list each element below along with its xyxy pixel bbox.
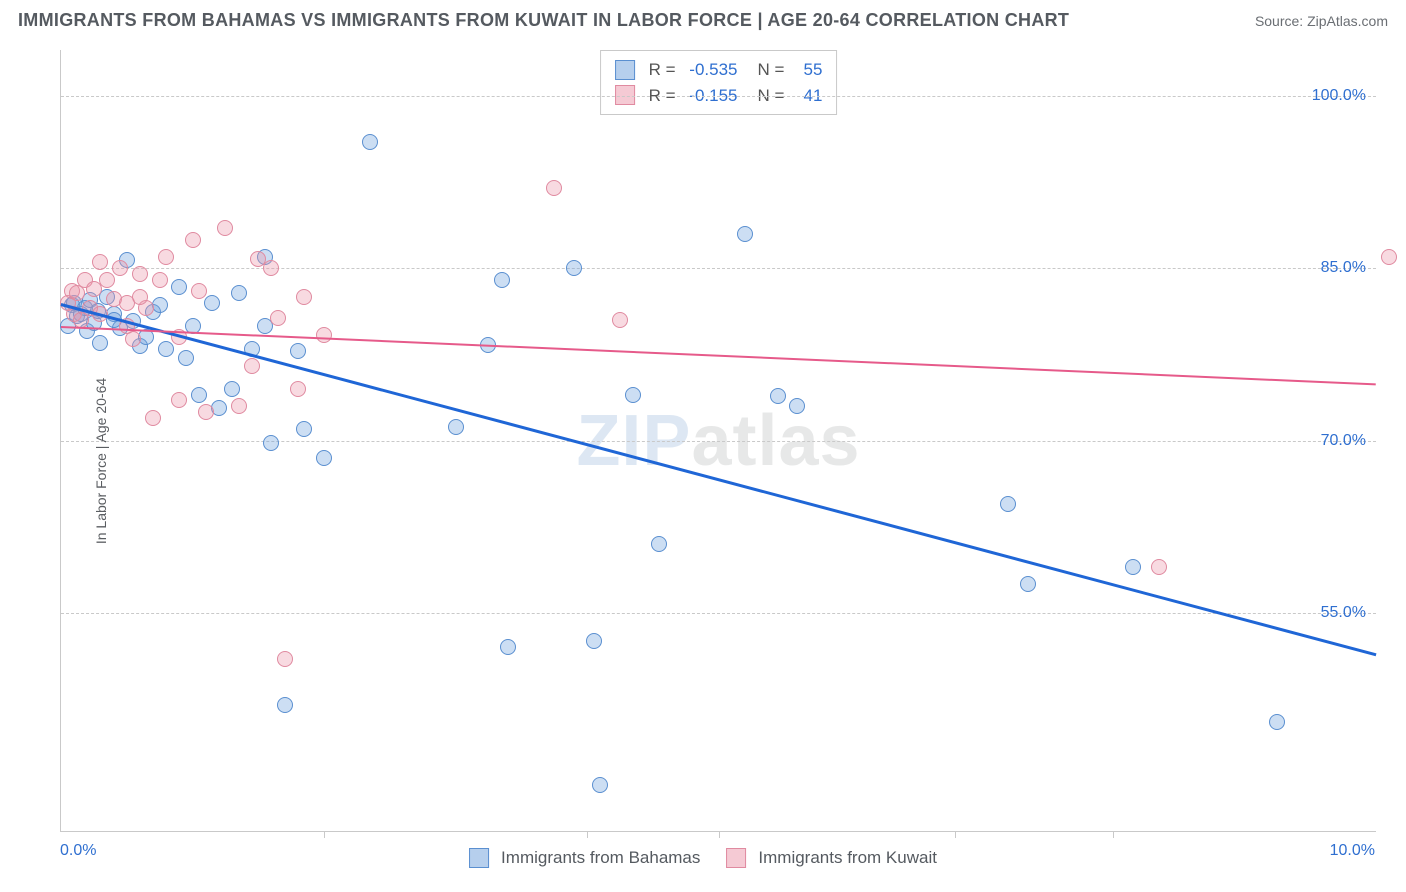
data-point	[1151, 559, 1167, 575]
data-point	[158, 341, 174, 357]
data-point	[92, 254, 108, 270]
data-point	[448, 419, 464, 435]
bottom-legend: Immigrants from Bahamas Immigrants from …	[469, 848, 937, 868]
data-point	[500, 639, 516, 655]
chart-header: IMMIGRANTS FROM BAHAMAS VS IMMIGRANTS FR…	[0, 0, 1406, 35]
y-tick-label: 100.0%	[1312, 87, 1366, 105]
data-point	[224, 381, 240, 397]
data-point	[152, 272, 168, 288]
data-point	[185, 232, 201, 248]
y-tick-label: 70.0%	[1321, 432, 1366, 450]
data-point	[231, 398, 247, 414]
data-point	[204, 295, 220, 311]
data-point	[171, 279, 187, 295]
data-point	[737, 226, 753, 242]
data-point	[789, 398, 805, 414]
data-point	[231, 285, 247, 301]
data-point	[132, 289, 148, 305]
data-point	[277, 697, 293, 713]
x-tick-mark	[587, 831, 588, 838]
chart-title: IMMIGRANTS FROM BAHAMAS VS IMMIGRANTS FR…	[18, 10, 1069, 31]
x-tick-label: 10.0%	[1330, 842, 1375, 860]
n-value: 55	[794, 57, 822, 83]
chart-wrap: In Labor Force | Age 20-64 ZIPatlas R = …	[10, 40, 1396, 882]
data-point	[178, 350, 194, 366]
data-point	[612, 312, 628, 328]
y-tick-label: 85.0%	[1321, 259, 1366, 277]
data-point	[1020, 576, 1036, 592]
data-point	[770, 388, 786, 404]
data-point	[270, 310, 286, 326]
data-point	[1381, 249, 1397, 265]
gridline	[61, 441, 1376, 442]
data-point	[1125, 559, 1141, 575]
stats-row-series-1: R = -0.535 N = 55	[615, 57, 823, 83]
data-point	[92, 335, 108, 351]
r-label: R =	[649, 57, 676, 83]
swatch-blue-icon	[469, 848, 489, 868]
r-value: -0.535	[686, 57, 738, 83]
data-point	[217, 220, 233, 236]
data-point	[290, 343, 306, 359]
swatch-pink-icon	[726, 848, 746, 868]
gridline	[61, 613, 1376, 614]
data-point	[566, 260, 582, 276]
data-point	[145, 410, 161, 426]
legend-label: Immigrants from Bahamas	[501, 848, 700, 868]
data-point	[277, 651, 293, 667]
x-tick-mark	[324, 831, 325, 838]
data-point	[586, 633, 602, 649]
data-point	[362, 134, 378, 150]
data-point	[171, 392, 187, 408]
data-point	[99, 272, 115, 288]
data-point	[125, 331, 141, 347]
data-point	[198, 404, 214, 420]
data-point	[296, 421, 312, 437]
data-point	[546, 180, 562, 196]
data-point	[296, 289, 312, 305]
legend-item-bahamas: Immigrants from Bahamas	[469, 848, 700, 868]
swatch-blue-icon	[615, 60, 635, 80]
data-point	[1269, 714, 1285, 730]
data-point	[191, 283, 207, 299]
x-tick-mark	[1113, 831, 1114, 838]
n-label: N =	[758, 57, 785, 83]
data-point	[1000, 496, 1016, 512]
legend-label: Immigrants from Kuwait	[758, 848, 937, 868]
data-point	[651, 536, 667, 552]
data-point	[191, 387, 207, 403]
y-tick-label: 55.0%	[1321, 604, 1366, 622]
gridline	[61, 96, 1376, 97]
data-point	[592, 777, 608, 793]
data-point	[244, 358, 260, 374]
data-point	[132, 266, 148, 282]
chart-source: Source: ZipAtlas.com	[1255, 13, 1388, 29]
data-point	[158, 249, 174, 265]
data-point	[263, 260, 279, 276]
x-tick-label: 0.0%	[60, 842, 96, 860]
data-point	[316, 327, 332, 343]
legend-item-kuwait: Immigrants from Kuwait	[726, 848, 937, 868]
data-point	[112, 260, 128, 276]
data-point	[69, 285, 85, 301]
correlation-stats-box: R = -0.535 N = 55 R = -0.155 N = 41	[600, 50, 838, 115]
data-point	[494, 272, 510, 288]
data-point	[290, 381, 306, 397]
x-tick-mark	[955, 831, 956, 838]
data-point	[263, 435, 279, 451]
gridline	[61, 268, 1376, 269]
data-point	[316, 450, 332, 466]
plot-area: ZIPatlas R = -0.535 N = 55 R = -0.155 N …	[60, 50, 1376, 832]
x-tick-mark	[719, 831, 720, 838]
data-point	[625, 387, 641, 403]
